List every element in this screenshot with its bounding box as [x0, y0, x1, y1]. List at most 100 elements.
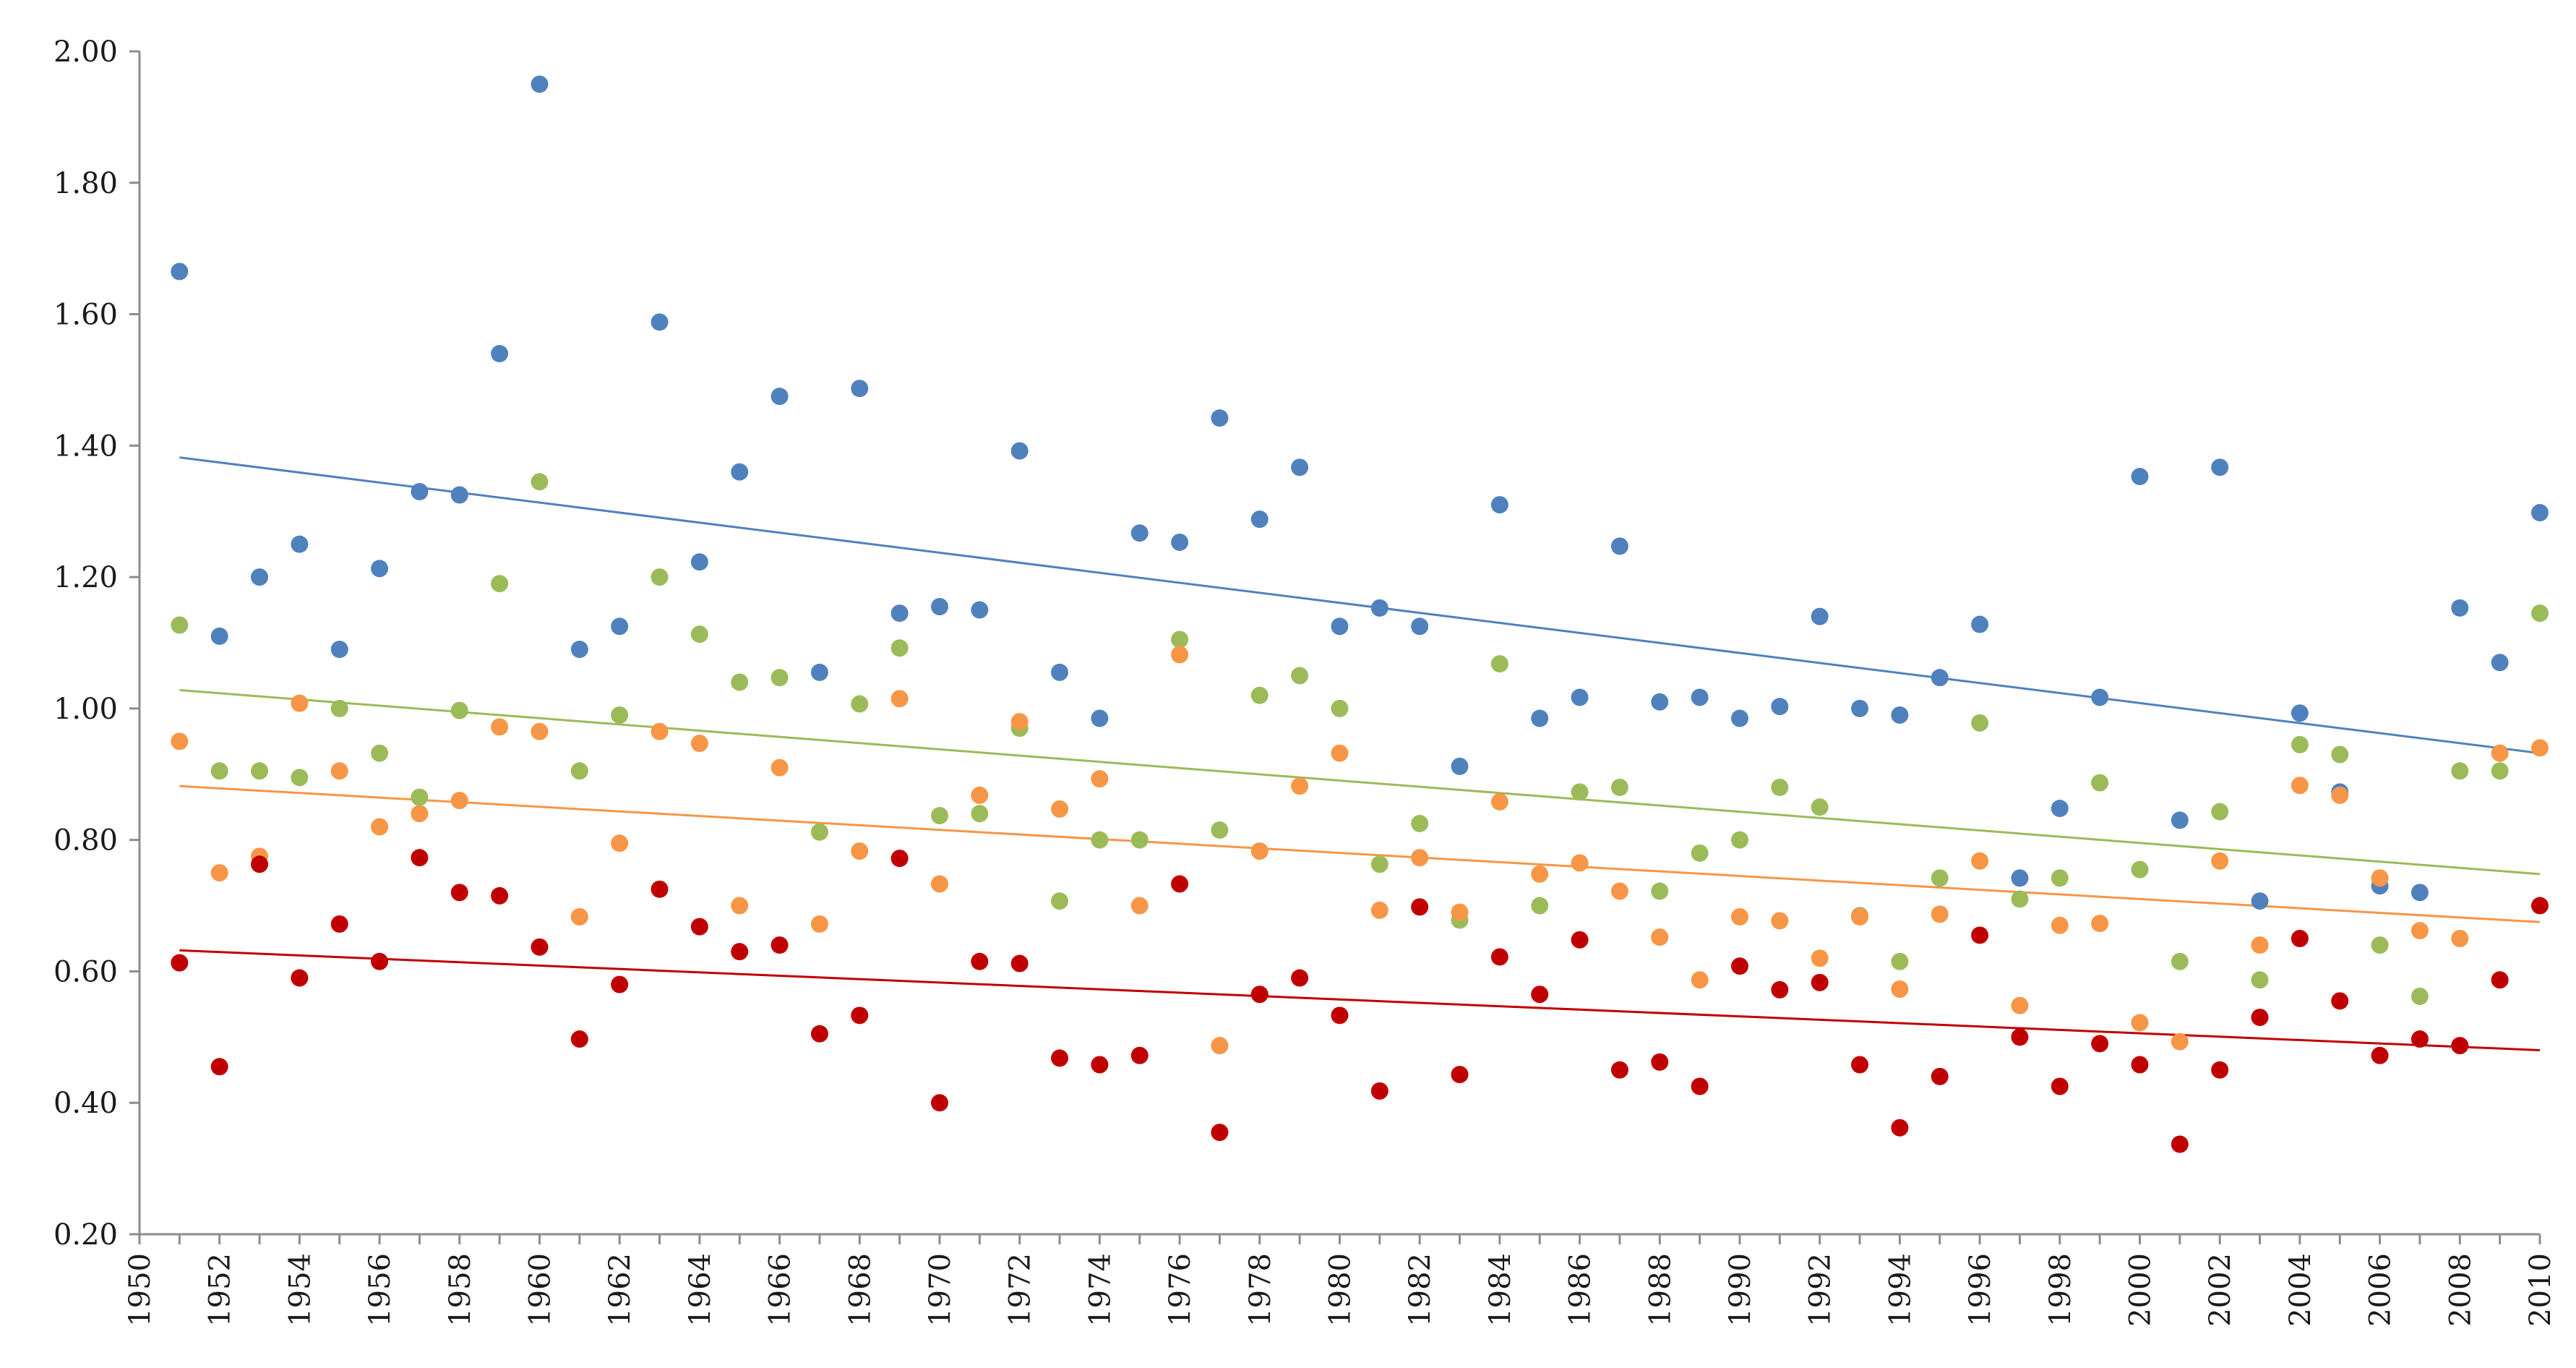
point-green: [210, 762, 228, 780]
point-orange: [2531, 739, 2549, 757]
point-blue: [291, 535, 309, 553]
point-red: [1171, 875, 1189, 893]
point-green: [1731, 831, 1748, 849]
point-red: [931, 1094, 948, 1112]
point-red: [1130, 1046, 1149, 1064]
x-tick-label: 1960: [524, 1253, 557, 1327]
y-tick-label: 1.60: [53, 299, 118, 332]
point-blue: [210, 627, 228, 645]
point-orange: [1291, 777, 1309, 795]
point-blue: [611, 617, 629, 636]
x-tick-label: 1954: [283, 1253, 317, 1327]
point-red: [1291, 969, 1309, 987]
point-red: [851, 1006, 869, 1025]
y-tick-label: 1.40: [53, 429, 118, 463]
point-orange: [450, 792, 468, 810]
point-blue: [1411, 617, 1429, 636]
x-tick-label: 1996: [1964, 1253, 1997, 1327]
point-orange: [731, 897, 749, 915]
point-red: [1010, 954, 1029, 972]
point-green: [371, 744, 389, 762]
point-green: [2011, 890, 2029, 908]
point-green: [770, 669, 789, 687]
point-orange: [1010, 713, 1029, 731]
point-orange: [1571, 854, 1589, 872]
point-red: [1811, 973, 1829, 991]
point-red: [1250, 986, 1268, 1004]
point-orange: [611, 834, 629, 852]
point-red: [2171, 1135, 2189, 1153]
point-green: [1651, 882, 1669, 900]
point-orange: [1370, 901, 1388, 919]
point-red: [1091, 1056, 1109, 1074]
point-green: [1250, 686, 1268, 704]
point-red: [371, 952, 389, 970]
point-green: [651, 568, 669, 586]
series-red: [171, 849, 2549, 1153]
point-orange: [1411, 849, 1429, 867]
point-green: [171, 616, 189, 634]
point-orange: [890, 690, 909, 708]
point-green: [2291, 735, 2309, 753]
y-tick-label: 0.40: [53, 1087, 118, 1120]
point-blue: [1171, 533, 1189, 551]
x-tick-label: 1990: [1724, 1253, 1757, 1327]
point-blue: [931, 598, 948, 616]
point-blue: [2491, 654, 2509, 672]
point-orange: [210, 864, 228, 882]
trend-line-red: [179, 949, 2541, 1052]
point-blue: [2211, 458, 2229, 476]
point-green: [2211, 803, 2229, 821]
point-red: [2410, 1030, 2429, 1048]
x-tick-label: 2000: [2124, 1253, 2158, 1327]
point-red: [1651, 1053, 1669, 1071]
point-blue: [2011, 869, 2029, 887]
point-green: [251, 762, 269, 780]
point-orange: [2091, 915, 2109, 933]
point-blue: [1771, 698, 1789, 716]
point-red: [1610, 1061, 1628, 1079]
x-tick-label: 1994: [1884, 1253, 1917, 1327]
y-tick-label: 0.20: [53, 1218, 118, 1252]
point-blue: [371, 560, 389, 578]
point-orange: [1811, 949, 1829, 967]
point-blue: [1931, 669, 1949, 687]
point-blue: [651, 313, 669, 331]
series-orange: [171, 646, 2549, 1055]
point-green: [611, 706, 629, 724]
point-red: [2091, 1035, 2109, 1053]
point-green: [1610, 778, 1628, 796]
point-orange: [570, 908, 588, 926]
point-green: [2331, 745, 2349, 764]
point-green: [2371, 936, 2389, 954]
point-blue: [731, 463, 749, 481]
point-orange: [2371, 869, 2389, 887]
y-tick-label: 2.00: [53, 35, 118, 69]
point-red: [1851, 1056, 1869, 1074]
point-blue: [690, 553, 708, 571]
point-orange: [2251, 936, 2269, 954]
point-red: [1891, 1119, 1909, 1137]
point-orange: [1651, 928, 1669, 946]
point-red: [2251, 1009, 2269, 1027]
point-green: [2410, 987, 2429, 1005]
point-orange: [291, 694, 309, 712]
point-green: [291, 769, 309, 787]
point-red: [1451, 1066, 1469, 1084]
axes: [129, 51, 2540, 1236]
point-orange: [931, 875, 948, 893]
point-blue: [1010, 442, 1029, 460]
point-orange: [770, 758, 789, 777]
point-blue: [2171, 811, 2189, 829]
point-blue: [2291, 704, 2309, 722]
point-orange: [1250, 842, 1268, 860]
point-blue: [1370, 599, 1388, 617]
x-tick-label: 1970: [924, 1253, 957, 1327]
point-blue: [1851, 699, 1869, 717]
point-green: [330, 699, 348, 717]
point-red: [411, 849, 429, 867]
y-axis-ticks: 0.20 0.40 0.60 0.80 1.00 1.20 1.40 1.60 1.80 2.00: [53, 35, 139, 1252]
point-green: [1130, 831, 1149, 849]
point-red: [810, 1025, 828, 1043]
